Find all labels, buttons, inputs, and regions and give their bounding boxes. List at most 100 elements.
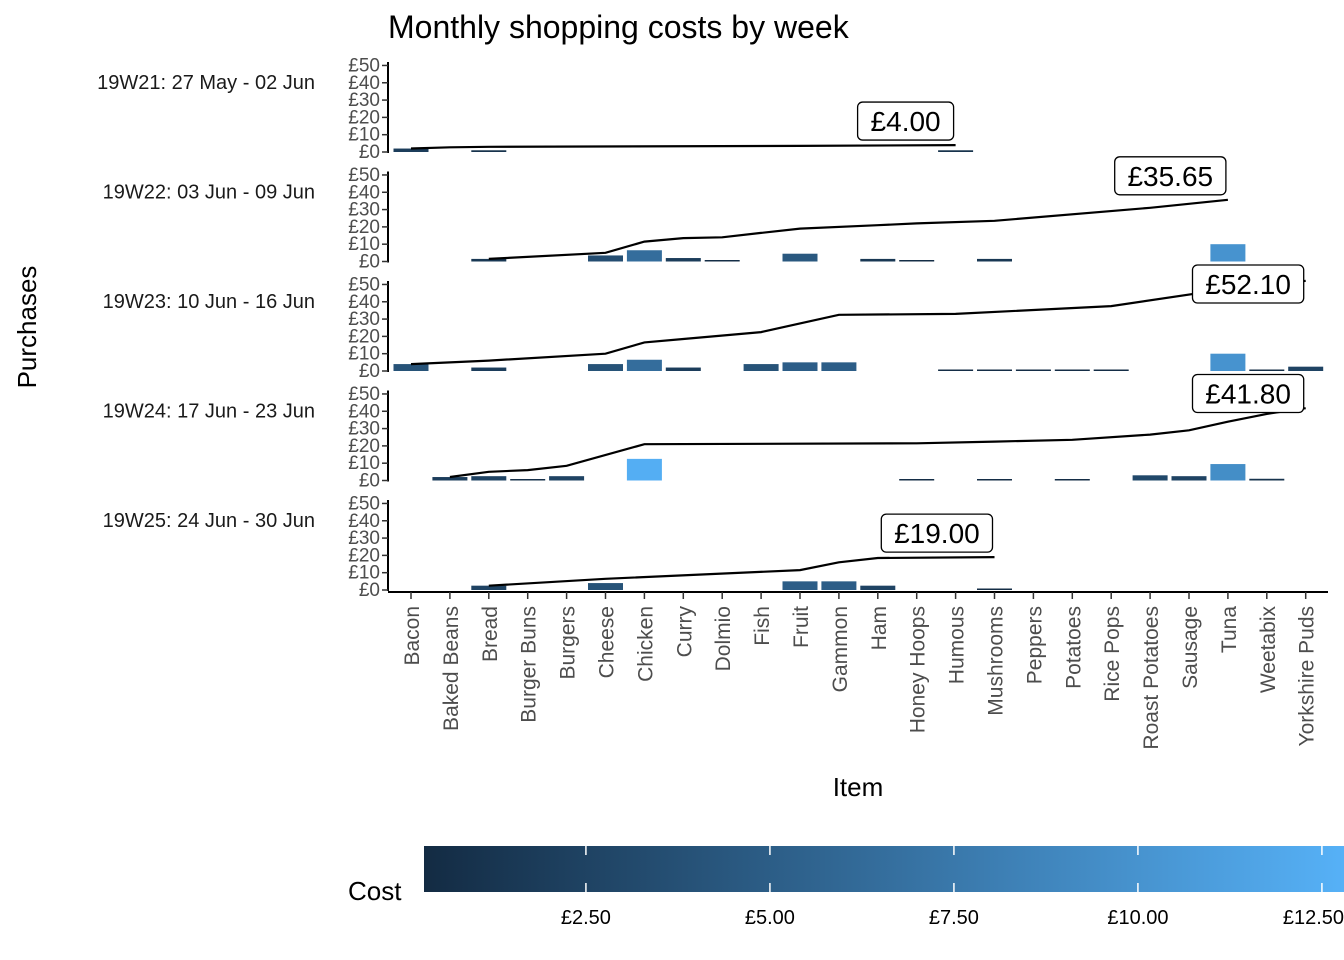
- legend-tick-label: £7.50: [929, 907, 979, 929]
- bar-tuna: [1210, 464, 1246, 481]
- y-tick-label: £10: [348, 563, 380, 584]
- bar-gammon: [821, 581, 857, 590]
- bar-mushrooms: [977, 479, 1012, 481]
- y-tick-label: £30: [348, 528, 380, 549]
- bar-cheese: [588, 583, 623, 590]
- total-label: £4.00: [871, 106, 941, 137]
- y-tick-label: £30: [348, 200, 380, 221]
- y-tick-label: £0: [359, 580, 380, 601]
- y-tick-label: £50: [348, 165, 380, 186]
- facet-week-label: 19W23: 10 Jun - 16 Jun: [103, 291, 315, 313]
- y-tick-label: £40: [348, 73, 380, 94]
- bar-chicken: [626, 458, 662, 481]
- y-tick-label: £20: [348, 326, 380, 347]
- x-tick-label: Sausage: [1179, 606, 1202, 689]
- facet-week-label: 19W25: 24 Jun - 30 Jun: [103, 510, 315, 532]
- x-tick-label: Cheese: [596, 606, 619, 678]
- y-tick-label: £20: [348, 107, 380, 128]
- y-tick-label: £0: [359, 361, 380, 382]
- bar-dolmio: [704, 260, 740, 262]
- y-tick-label: £40: [348, 401, 380, 422]
- bar-weetabix: [1249, 369, 1285, 371]
- y-tick-label: £30: [348, 90, 380, 111]
- bar-bread: [471, 585, 507, 590]
- x-tick-label: Bread: [479, 606, 502, 662]
- x-tick-label: Curry: [673, 606, 696, 658]
- bar-curry: [665, 367, 701, 371]
- y-tick-label: £10: [348, 453, 380, 474]
- y-tick-label: £40: [348, 511, 380, 532]
- legend-colorbar: [424, 846, 1344, 892]
- facet-panel: 19W25: 24 Jun - 30 Jun £0£10£20£30£40£50 £…: [103, 493, 1012, 601]
- total-label: £19.00: [894, 518, 980, 549]
- total-label-box: [880, 513, 994, 553]
- bar-chicken: [626, 250, 662, 262]
- cumulative-line: [488, 198, 1229, 260]
- bar-yorkshire-puds: [1288, 366, 1324, 371]
- legend-tick-label: £5.00: [745, 907, 795, 929]
- x-tick-label: Yorkshire Puds: [1296, 606, 1319, 746]
- facet-panels: 19W21: 27 May - 02 Jun£0£10£20£30£40£50£…: [97, 55, 1324, 601]
- bar-weetabix: [1249, 478, 1285, 481]
- bar-potatoes: [1054, 369, 1090, 371]
- x-tick-label: Potatoes: [1062, 606, 1085, 689]
- y-tick-label: £10: [348, 234, 380, 255]
- bar-fruit: [782, 581, 818, 590]
- facet-panel: 19W23: 10 Jun - 16 Jun £0£10£20£30£40£50 £…: [103, 264, 1324, 382]
- bar-mushrooms: [977, 588, 1012, 590]
- y-tick-label: £30: [348, 309, 380, 330]
- legend-tick-label: £10.00: [1107, 907, 1168, 929]
- bar-roast-potatoes: [1132, 475, 1168, 481]
- bar-sausage: [1171, 476, 1207, 481]
- bar-humous: [938, 369, 974, 371]
- y-tick-label: £0: [359, 252, 380, 273]
- bar-peppers: [1015, 369, 1051, 371]
- bar-bread: [471, 367, 507, 371]
- bar-tuna: [1210, 353, 1246, 371]
- facet-week-label: 19W22: 03 Jun - 09 Jun: [103, 182, 315, 204]
- bar-bread: [471, 258, 507, 262]
- y-tick-label: £50: [348, 493, 380, 514]
- cumulative-line: [410, 144, 956, 150]
- bar-mushrooms: [977, 369, 1012, 371]
- x-tick-label: Baked Beans: [440, 606, 463, 731]
- legend-title: Cost: [348, 876, 402, 906]
- x-tick-label: Burger Buns: [518, 606, 541, 723]
- total-label-box: [1191, 373, 1305, 414]
- facet-week-label: 19W21: 27 May - 02 Jun: [97, 72, 315, 94]
- x-tick-label: Dolmio: [712, 606, 735, 671]
- facet-panel: 19W22: 03 Jun - 09 Jun £0£10£20£30£40£50 £…: [103, 156, 1246, 273]
- y-tick-label: £10: [348, 125, 380, 146]
- x-tick-label: Tuna: [1218, 606, 1241, 653]
- y-tick-label: £50: [348, 274, 380, 295]
- bar-curry: [665, 258, 701, 262]
- facet-week-label: 19W24: 17 Jun - 23 Jun: [103, 401, 315, 423]
- bar-fish: [743, 364, 779, 371]
- bar-cheese: [588, 255, 623, 262]
- bar-humous: [938, 150, 974, 152]
- bar-burgers: [549, 476, 585, 481]
- y-tick-label: £40: [348, 292, 380, 313]
- y-tick-label: £50: [348, 384, 380, 405]
- y-tick-label: £10: [348, 344, 380, 365]
- bar-bread: [471, 476, 507, 481]
- y-tick-label: £40: [348, 182, 380, 203]
- bar-potatoes: [1054, 479, 1090, 481]
- y-axis-title: Purchases: [12, 266, 42, 389]
- color-legend: Cost £2.50 £5.00 £7.50 £10.00 £12.50: [348, 846, 1344, 929]
- chart-title: Monthly shopping costs by week: [388, 9, 850, 45]
- total-label: £52.10: [1205, 269, 1291, 300]
- x-axis-title: Item: [833, 772, 884, 802]
- bar-honey-hoops: [899, 260, 935, 262]
- facet-panel: 19W21: 27 May - 02 Jun £0£10£20£30£40£50 £…: [97, 55, 974, 163]
- cumulative-line: [488, 556, 995, 587]
- bar-ham: [860, 258, 896, 262]
- legend-tick-label: £2.50: [561, 907, 611, 929]
- y-tick-label: £20: [348, 217, 380, 238]
- y-tick-label: £0: [359, 142, 380, 163]
- x-tick-label: Ham: [868, 606, 891, 650]
- x-tick-label: Burgers: [557, 606, 580, 680]
- bar-bread: [471, 150, 507, 152]
- x-tick-label: Mushrooms: [985, 606, 1008, 716]
